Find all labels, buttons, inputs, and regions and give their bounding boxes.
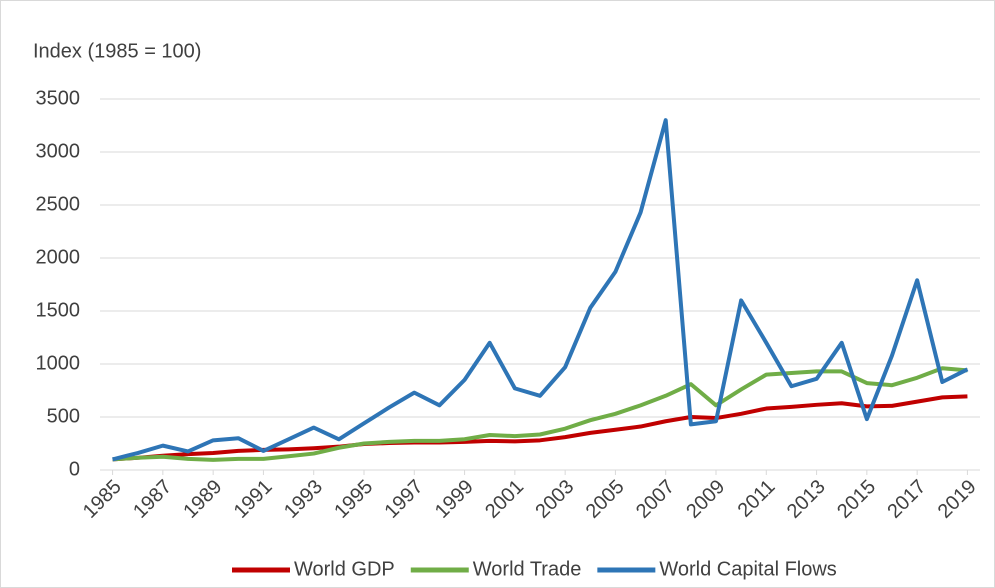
y-tick-label: 2500 xyxy=(36,193,81,215)
y-tick-label: 3000 xyxy=(36,140,81,162)
legend-label: World GDP xyxy=(294,558,395,580)
series-line xyxy=(112,118,969,462)
y-tick-label: 1500 xyxy=(36,299,81,321)
y-tick-label: 0 xyxy=(69,458,80,480)
y-tick-label: 2000 xyxy=(36,246,81,268)
legend-label: World Capital Flows xyxy=(659,558,836,580)
series-line xyxy=(112,366,968,462)
y-tick-label: 500 xyxy=(47,405,80,427)
y-tick-label: 1000 xyxy=(36,352,81,374)
y-tick-label: 3500 xyxy=(36,87,81,109)
series-line xyxy=(112,394,968,462)
legend-label: World Trade xyxy=(473,558,582,580)
chart-title: Index (1985 = 100) xyxy=(33,40,201,62)
